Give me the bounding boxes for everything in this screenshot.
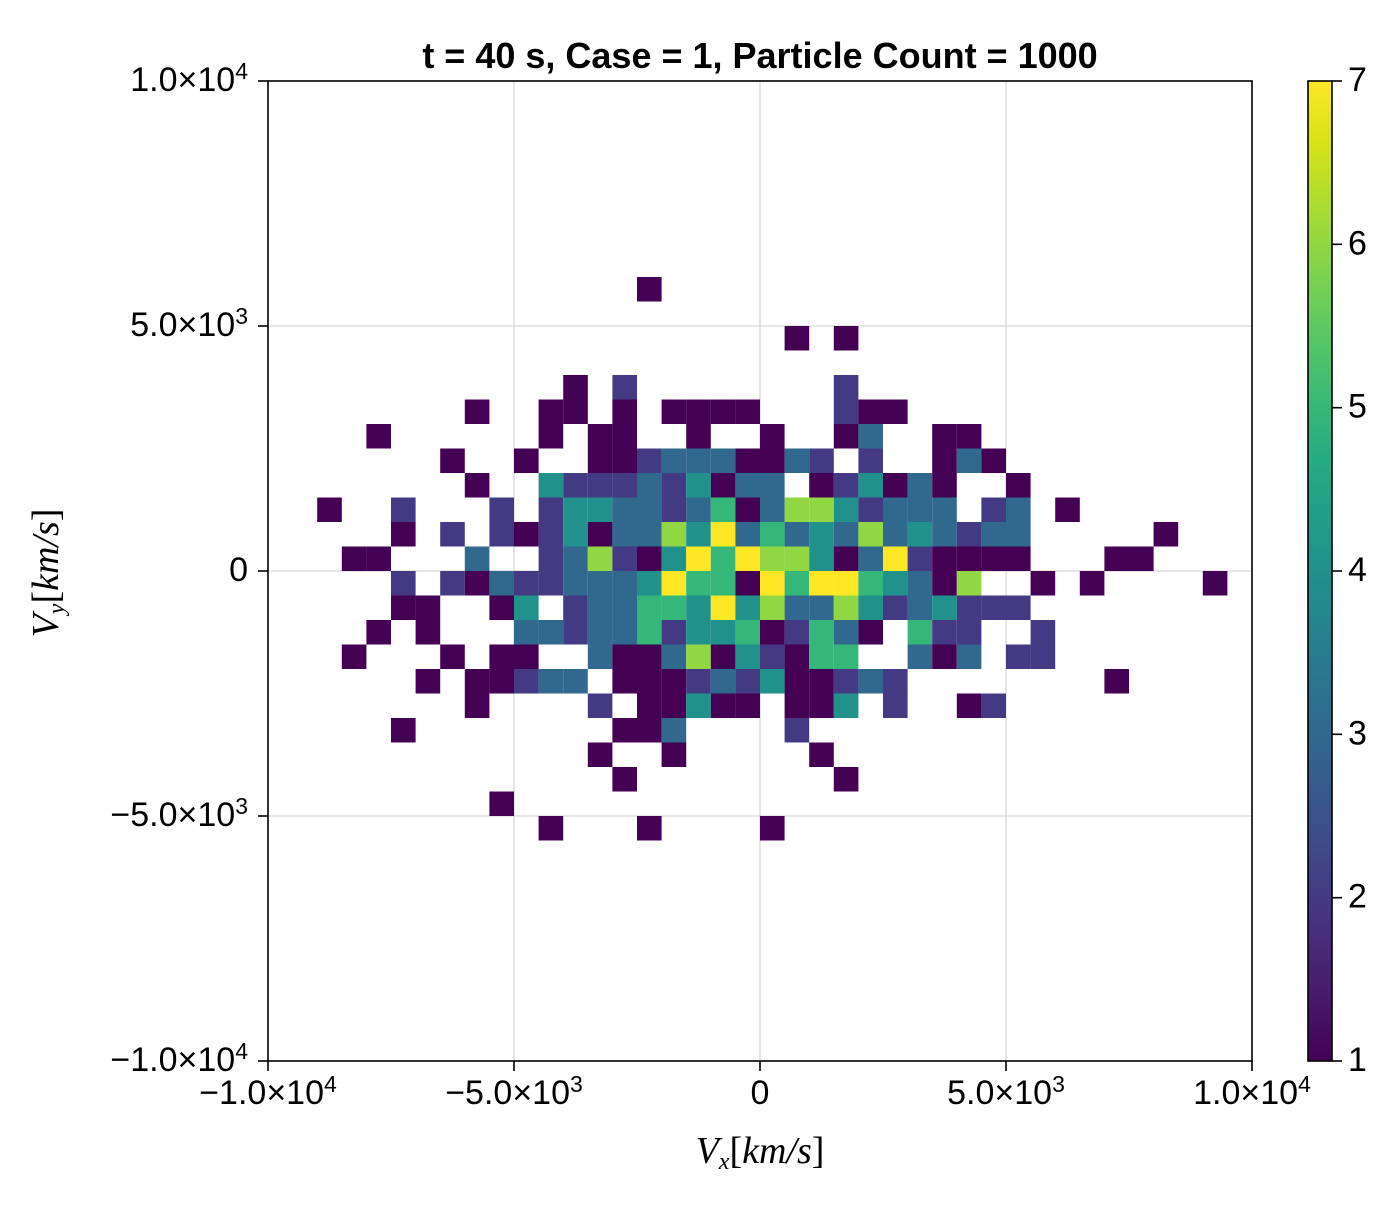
svg-text:1.0×104: 1.0×104: [130, 58, 248, 99]
svg-text:−5.0×103: −5.0×103: [445, 1071, 583, 1112]
svg-text:0: 0: [229, 551, 248, 589]
svg-text:5.0×103: 5.0×103: [947, 1071, 1065, 1112]
svg-text:3: 3: [1348, 714, 1367, 752]
svg-text:1.0×104: 1.0×104: [1193, 1071, 1311, 1112]
svg-text:6: 6: [1348, 224, 1367, 262]
svg-text:1: 1: [1348, 1041, 1367, 1079]
svg-text:−1.0×104: −1.0×104: [110, 1038, 248, 1079]
svg-text:Vx[km/s]: Vx[km/s]: [696, 1130, 825, 1175]
svg-text:−5.0×103: −5.0×103: [110, 793, 248, 834]
svg-text:Vy[km/s]: Vy[km/s]: [25, 509, 70, 638]
svg-text:t = 40 s, Case = 1, Particle C: t = 40 s, Case = 1, Particle Count = 100…: [422, 35, 1097, 76]
svg-text:4: 4: [1348, 551, 1367, 589]
svg-text:0: 0: [751, 1074, 770, 1112]
svg-text:5: 5: [1348, 388, 1367, 426]
svg-text:7: 7: [1348, 61, 1367, 99]
svg-text:2: 2: [1348, 878, 1367, 916]
svg-text:5.0×103: 5.0×103: [130, 303, 248, 344]
